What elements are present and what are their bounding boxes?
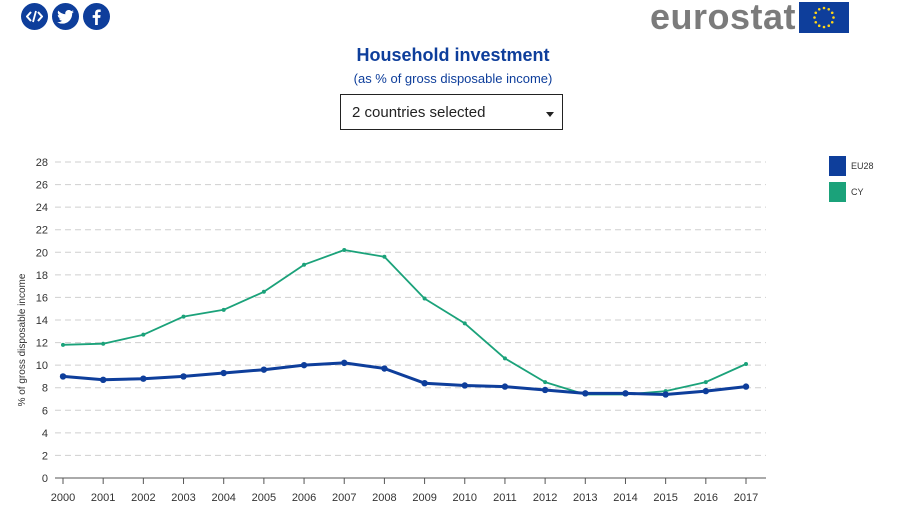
x-tick-label: 2005 — [252, 492, 276, 504]
series-lines — [59, 248, 750, 398]
data-point-eu28[interactable] — [260, 366, 268, 373]
grid-lines — [55, 161, 766, 479]
y-tick-label: 0 — [42, 473, 48, 485]
x-tick-label: 2011 — [493, 492, 517, 504]
twitter-icon[interactable] — [52, 3, 79, 30]
share-bar — [21, 3, 110, 30]
data-point-eu28[interactable] — [501, 383, 509, 390]
data-point-eu28[interactable] — [742, 383, 750, 390]
data-point-cy[interactable] — [61, 342, 65, 347]
data-point-cy[interactable] — [744, 362, 748, 367]
legend-swatch-cy — [829, 182, 846, 202]
data-point-eu28[interactable] — [99, 376, 107, 384]
x-tick-label: 2017 — [734, 492, 758, 504]
eu-flag-icon — [799, 1, 850, 33]
data-point-cy[interactable] — [382, 254, 387, 259]
country-select[interactable]: 2 countries selected — [340, 94, 563, 130]
x-tick-label: 2002 — [131, 492, 155, 504]
x-tick-label: 2004 — [211, 492, 235, 504]
series-line-eu28[interactable] — [62, 361, 747, 396]
x-tick-label: 2001 — [91, 492, 115, 504]
data-point-cy[interactable] — [422, 296, 427, 301]
y-tick-label: 8 — [42, 383, 48, 395]
y-tick-label: 28 — [36, 157, 48, 169]
y-tick-label: 12 — [36, 338, 48, 350]
data-point-eu28[interactable] — [541, 386, 549, 394]
y-tick-label: 24 — [36, 202, 48, 214]
x-tick-label: 2009 — [412, 492, 436, 504]
y-tick-label: 6 — [42, 405, 48, 417]
y-tick-label: 14 — [36, 315, 48, 327]
data-point-eu28[interactable] — [59, 373, 67, 380]
data-point-eu28[interactable] — [702, 387, 710, 395]
facebook-icon[interactable] — [83, 3, 110, 30]
data-point-eu28[interactable] — [180, 373, 187, 380]
data-point-eu28[interactable] — [421, 380, 428, 387]
data-point-cy[interactable] — [261, 289, 266, 294]
chart-subtitle: (as % of gross disposable income) — [353, 71, 553, 86]
legend-swatch-eu28 — [829, 156, 846, 176]
x-tick-label: 2015 — [653, 492, 677, 504]
data-point-eu28[interactable] — [662, 391, 669, 398]
x-tick-label: 2008 — [372, 492, 396, 504]
data-point-eu28[interactable] — [300, 361, 308, 369]
chevron-down-icon — [546, 112, 554, 117]
data-point-cy[interactable] — [181, 314, 186, 319]
legend-item-eu28[interactable]: EU28 — [829, 156, 874, 176]
x-tick-label: 2013 — [573, 492, 597, 504]
data-point-cy[interactable] — [101, 341, 106, 346]
x-tick-label: 2003 — [171, 492, 195, 504]
data-point-cy[interactable] — [462, 321, 467, 326]
data-point-cy[interactable] — [221, 307, 226, 312]
legend: EU28 CY — [829, 156, 874, 208]
x-tick-label: 2000 — [51, 492, 75, 504]
legend-label-eu28: EU28 — [851, 161, 874, 171]
series-line-cy[interactable] — [62, 249, 747, 396]
x-tick-label: 2007 — [332, 492, 356, 504]
data-point-eu28[interactable] — [582, 390, 589, 397]
x-tick-label: 2012 — [533, 492, 557, 504]
data-point-cy[interactable] — [141, 332, 146, 337]
legend-label-cy: CY — [851, 187, 864, 197]
data-point-cy[interactable] — [302, 262, 307, 267]
data-point-eu28[interactable] — [140, 375, 147, 382]
data-point-cy[interactable] — [502, 356, 507, 361]
data-point-eu28[interactable] — [220, 369, 227, 377]
country-select-value: 2 countries selected — [352, 104, 486, 121]
x-tick-label: 2010 — [453, 492, 477, 504]
y-tick-label: 4 — [42, 428, 48, 440]
x-tick-label: 2014 — [613, 492, 637, 504]
y-tick-label: 18 — [36, 270, 48, 282]
y-tick-label: 20 — [36, 247, 48, 259]
data-point-cy[interactable] — [703, 380, 708, 385]
eurostat-logo[interactable]: eurostat — [650, 0, 850, 37]
chart-title: Household investment — [356, 45, 550, 65]
y-axis-label: % of gross disposable income — [17, 273, 28, 406]
x-tick-label: 2006 — [292, 492, 316, 504]
y-tick-label: 16 — [36, 292, 48, 304]
data-point-cy[interactable] — [342, 248, 347, 253]
x-axis: 2000 2001 2002 2003 2004 2005 2006 2007 2008 2009… — [51, 477, 766, 504]
legend-item-cy[interactable]: CY — [829, 182, 874, 202]
logo-text: eurostat — [650, 0, 797, 37]
y-tick-label: 22 — [36, 225, 48, 237]
data-point-eu28[interactable] — [461, 382, 468, 389]
data-point-eu28[interactable] — [381, 365, 388, 372]
data-point-eu28[interactable] — [341, 359, 348, 367]
data-point-eu28[interactable] — [622, 390, 629, 397]
embed-code-icon[interactable] — [21, 3, 48, 30]
y-tick-label: 2 — [42, 450, 48, 462]
y-tick-label: 10 — [36, 360, 48, 372]
data-point-cy[interactable] — [543, 380, 548, 385]
x-tick-label: 2016 — [694, 492, 718, 504]
y-tick-label: 26 — [36, 180, 48, 192]
